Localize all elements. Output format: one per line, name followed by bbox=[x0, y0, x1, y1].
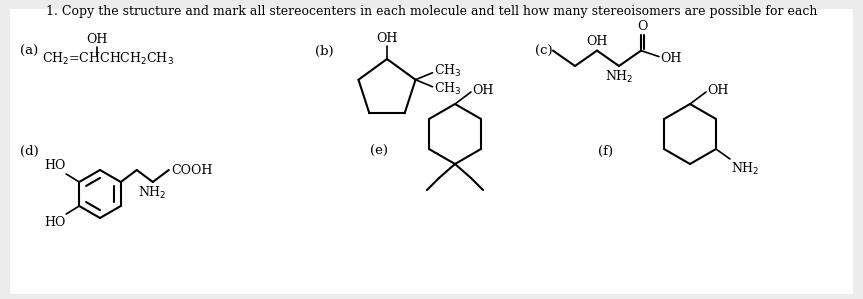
Text: (c): (c) bbox=[535, 45, 552, 57]
Text: CH$_3$: CH$_3$ bbox=[433, 81, 461, 97]
Text: (d): (d) bbox=[20, 144, 39, 158]
Text: O: O bbox=[637, 20, 647, 33]
Text: OH: OH bbox=[586, 35, 608, 48]
Text: OH: OH bbox=[376, 32, 398, 45]
Text: (a): (a) bbox=[20, 45, 38, 57]
Text: (f): (f) bbox=[598, 144, 613, 158]
Text: CH$_3$: CH$_3$ bbox=[433, 63, 461, 79]
FancyBboxPatch shape bbox=[10, 9, 853, 294]
Text: CH$_2$=CHCHCH$_2$CH$_3$: CH$_2$=CHCHCH$_2$CH$_3$ bbox=[42, 51, 173, 67]
Text: (e): (e) bbox=[370, 144, 388, 158]
Text: OH: OH bbox=[86, 33, 108, 46]
Text: HO: HO bbox=[44, 159, 66, 172]
Text: OH: OH bbox=[707, 83, 728, 97]
Text: NH$_2$: NH$_2$ bbox=[731, 161, 759, 177]
Text: OH: OH bbox=[472, 83, 494, 97]
Text: HO: HO bbox=[44, 216, 66, 229]
Text: (b): (b) bbox=[315, 45, 334, 57]
Text: NH$_2$: NH$_2$ bbox=[605, 69, 633, 85]
Text: 1. Copy the structure and mark all stereocenters in each molecule and tell how m: 1. Copy the structure and mark all stere… bbox=[47, 5, 817, 18]
Text: OH: OH bbox=[660, 52, 682, 65]
Text: COOH: COOH bbox=[171, 164, 212, 176]
Text: NH$_2$: NH$_2$ bbox=[138, 185, 167, 201]
